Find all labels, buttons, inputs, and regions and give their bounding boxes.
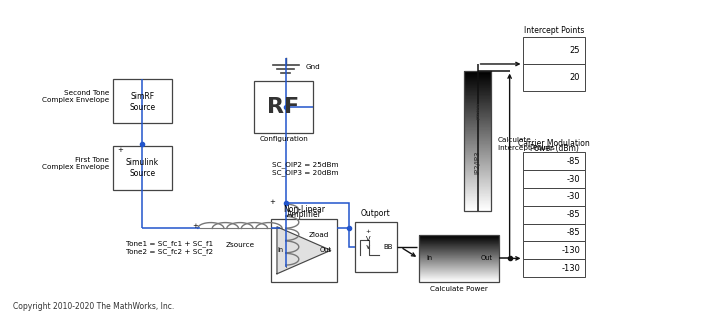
Bar (355, 222, 397, 272)
Bar (419, 235, 499, 282)
Text: Simulink: Simulink (126, 158, 159, 167)
Text: Complex Envelope: Complex Envelope (41, 164, 109, 170)
Bar (523, 64, 585, 91)
Bar (523, 259, 585, 277)
Text: -85: -85 (566, 157, 580, 166)
Bar (523, 241, 585, 259)
Text: Source: Source (129, 103, 156, 111)
Text: Gnd: Gnd (306, 64, 321, 70)
Bar (271, 219, 337, 282)
Text: Zload: Zload (309, 232, 329, 238)
Text: -85: -85 (566, 228, 580, 237)
Text: +: + (192, 223, 198, 228)
Text: power: power (475, 101, 480, 120)
Text: Complex Envelope: Complex Envelope (41, 97, 109, 103)
Text: Carrier Modulation: Carrier Modulation (518, 139, 590, 148)
Text: Copyright 2010-2020 The MathWorks, Inc.: Copyright 2010-2020 The MathWorks, Inc. (13, 302, 174, 311)
Bar (523, 37, 585, 64)
Bar (254, 81, 313, 133)
Text: Outport: Outport (361, 209, 390, 218)
Text: -130: -130 (561, 246, 580, 255)
Text: Power (dBm): Power (dBm) (530, 144, 579, 153)
Bar (113, 79, 172, 123)
Text: RF: RF (268, 97, 300, 117)
Text: First Tone: First Tone (75, 156, 109, 163)
Text: IP2/IP3: IP2/IP3 (475, 150, 481, 174)
Text: Configuration: Configuration (259, 136, 308, 142)
Bar (523, 170, 585, 188)
Text: In: In (426, 255, 432, 261)
Bar (523, 206, 585, 224)
Text: Out: Out (319, 247, 332, 253)
Text: Tone1 = SC_fc1 + SC_f1
Tone2 = SC_fc2 + SC_f2: Tone1 = SC_fc1 + SC_f1 Tone2 = SC_fc2 + … (126, 240, 214, 255)
Text: BB: BB (383, 244, 393, 250)
Bar (523, 224, 585, 241)
Text: Source: Source (129, 169, 156, 178)
Text: +: + (117, 147, 123, 153)
Bar (523, 152, 585, 170)
Text: Intercept Points: Intercept Points (524, 26, 585, 35)
Bar (464, 71, 491, 211)
Text: SC_OIP2 = 25dBm
SC_OIP3 = 20dBm: SC_OIP2 = 25dBm SC_OIP3 = 20dBm (272, 161, 338, 176)
Text: 20: 20 (570, 73, 580, 82)
Text: SimRF: SimRF (130, 92, 155, 101)
Text: -130: -130 (561, 264, 580, 272)
Text: Calculate Power: Calculate Power (430, 286, 488, 292)
Text: Second Tone: Second Tone (64, 90, 109, 96)
Text: Zsource: Zsource (225, 242, 254, 248)
Text: V: V (366, 236, 371, 241)
Text: +: + (270, 199, 276, 204)
Text: -85: -85 (566, 210, 580, 219)
Bar (113, 146, 172, 190)
Text: In: In (278, 247, 284, 253)
Text: Non-Linear: Non-Linear (283, 205, 325, 214)
Text: Amplifier: Amplifier (286, 210, 321, 219)
Text: -30: -30 (566, 175, 580, 183)
Text: 25: 25 (570, 46, 580, 55)
Bar (523, 188, 585, 206)
Text: +: + (366, 229, 371, 235)
Text: Calculate
Intercept Points: Calculate Intercept Points (498, 137, 555, 151)
Polygon shape (277, 227, 331, 274)
Text: -30: -30 (566, 192, 580, 201)
Text: Out: Out (481, 255, 493, 261)
